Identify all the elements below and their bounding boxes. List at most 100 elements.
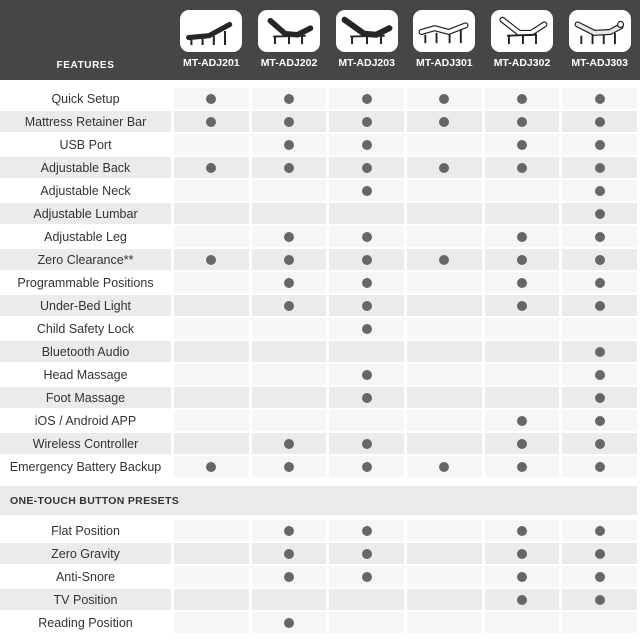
availability-cell — [484, 272, 560, 293]
availability-cell — [251, 341, 327, 362]
availability-dot-icon — [361, 300, 372, 311]
availability-cell — [329, 203, 404, 224]
table-row: USB Port — [0, 134, 640, 155]
availability-cell — [406, 295, 482, 316]
model-column-mt-adj302: MT-ADJ302 — [485, 0, 560, 80]
availability-cell — [406, 226, 482, 247]
model-column-mt-adj203: MT-ADJ203 — [329, 0, 404, 80]
availability-dot-icon — [206, 461, 217, 472]
availability-cell — [174, 226, 249, 247]
model-name: MT-ADJ302 — [493, 57, 551, 69]
availability-dot-icon — [516, 571, 527, 582]
availability-cell — [329, 134, 404, 155]
bed-adj201-icon — [180, 10, 243, 52]
feature-label: Zero Clearance** — [0, 249, 171, 270]
availability-dot-icon — [594, 139, 605, 150]
comparison-table: Quick Setup Mattress Retainer Bar USB Port… — [0, 88, 640, 633]
feature-label: Adjustable Lumbar — [0, 203, 171, 224]
availability-cell — [406, 364, 482, 385]
availability-dot-icon — [283, 617, 294, 628]
table-row: Programmable Positions — [0, 272, 640, 293]
availability-dot-icon — [361, 323, 372, 334]
availability-cell — [484, 226, 560, 247]
availability-cell — [174, 387, 249, 408]
availability-cell — [251, 566, 327, 587]
availability-cell — [406, 134, 482, 155]
model-name: MT-ADJ303 — [571, 57, 628, 69]
availability-dot-icon — [594, 369, 605, 380]
table-row: TV Position — [0, 589, 640, 610]
availability-cell — [251, 203, 327, 224]
model-name: MT-ADJ203 — [338, 57, 395, 69]
availability-cell — [406, 203, 482, 224]
availability-dot-icon — [516, 300, 527, 311]
availability-cell — [484, 543, 560, 564]
availability-cell — [174, 456, 249, 477]
availability-dot-icon — [516, 231, 527, 242]
table-row: Adjustable Leg — [0, 226, 640, 247]
feature-label: Wireless Controller — [0, 433, 171, 454]
feature-label: Child Safety Lock — [0, 318, 171, 339]
availability-cell — [174, 318, 249, 339]
availability-cell — [406, 433, 482, 454]
feature-label: Under-Bed Light — [0, 295, 171, 316]
availability-cell — [329, 341, 404, 362]
availability-dot-icon — [594, 254, 605, 265]
availability-dot-icon — [206, 254, 217, 265]
model-column-mt-adj202: MT-ADJ202 — [252, 0, 327, 80]
availability-dot-icon — [594, 185, 605, 196]
availability-cell — [406, 341, 482, 362]
table-row: Under-Bed Light — [0, 295, 640, 316]
table-row: Wireless Controller — [0, 433, 640, 454]
availability-cell — [251, 612, 327, 633]
table-row: Anti-Snore — [0, 566, 640, 587]
availability-cell — [484, 318, 560, 339]
table-row: Zero Gravity — [0, 543, 640, 564]
feature-label: Adjustable Leg — [0, 226, 171, 247]
table-row: Reading Position — [0, 612, 640, 633]
availability-cell — [329, 111, 404, 132]
availability-dot-icon — [283, 93, 294, 104]
model-name: MT-ADJ202 — [260, 57, 318, 69]
feature-label: Zero Gravity — [0, 543, 171, 564]
availability-cell — [329, 410, 404, 431]
availability-dot-icon — [516, 162, 527, 173]
availability-cell — [251, 364, 327, 385]
availability-cell — [174, 157, 249, 178]
availability-cell — [406, 543, 482, 564]
availability-cell — [174, 433, 249, 454]
features-header-cell: FEATURES — [0, 0, 171, 80]
availability-dot-icon — [516, 548, 527, 559]
availability-dot-icon — [283, 571, 294, 582]
availability-cell — [174, 520, 249, 541]
availability-dot-icon — [516, 254, 527, 265]
availability-cell — [329, 88, 404, 109]
feature-label: USB Port — [0, 134, 171, 155]
availability-cell — [406, 410, 482, 431]
availability-dot-icon — [439, 93, 450, 104]
table-row: Foot Massage — [0, 387, 640, 408]
availability-dot-icon — [594, 548, 605, 559]
table-row: Quick Setup — [0, 88, 640, 109]
availability-dot-icon — [594, 208, 605, 219]
availability-cell — [251, 88, 327, 109]
availability-cell — [406, 612, 482, 633]
availability-dot-icon — [516, 116, 527, 127]
availability-cell — [251, 226, 327, 247]
availability-dot-icon — [594, 415, 605, 426]
availability-dot-icon — [283, 525, 294, 536]
availability-cell — [174, 180, 249, 201]
availability-cell — [562, 341, 637, 362]
feature-label: Reading Position — [0, 612, 171, 633]
availability-dot-icon — [516, 93, 527, 104]
availability-cell — [562, 387, 637, 408]
availability-cell — [562, 433, 637, 454]
availability-cell — [251, 589, 327, 610]
availability-cell — [251, 543, 327, 564]
availability-cell — [174, 543, 249, 564]
availability-cell — [329, 226, 404, 247]
availability-dot-icon — [594, 461, 605, 472]
availability-cell — [406, 520, 482, 541]
availability-dot-icon — [283, 300, 294, 311]
availability-cell — [562, 364, 637, 385]
